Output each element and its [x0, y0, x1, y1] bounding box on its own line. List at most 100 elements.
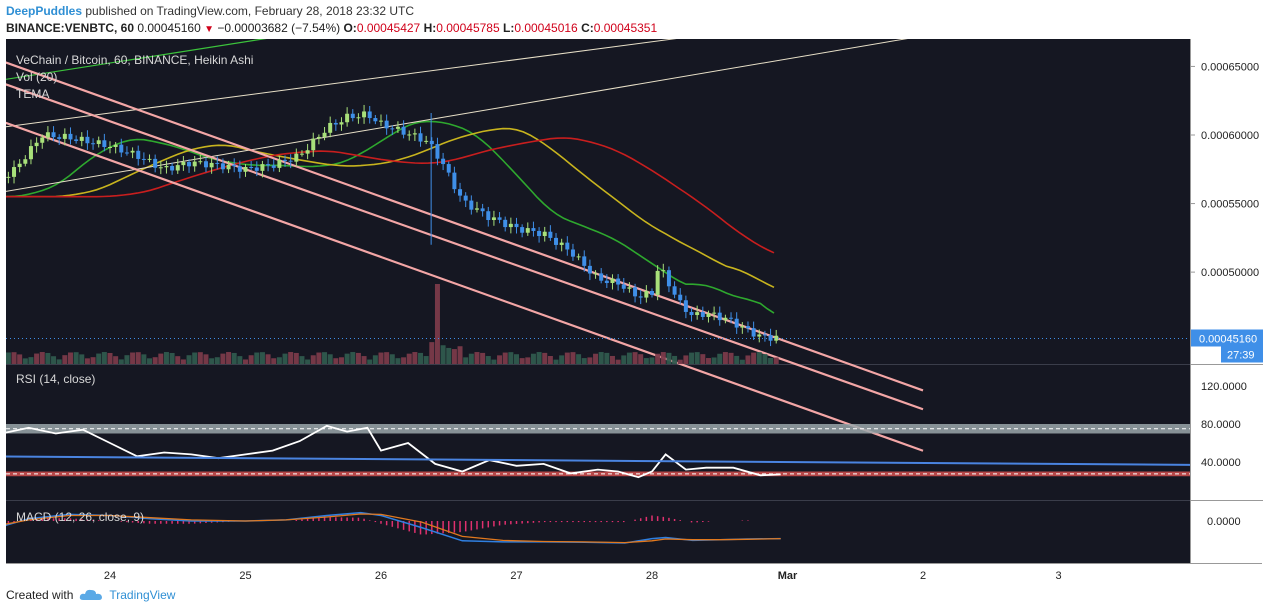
candle-body — [181, 161, 186, 166]
candle-body — [203, 161, 208, 168]
candle-body — [51, 132, 56, 138]
vol-label: Vol (20) — [16, 70, 58, 84]
candle-body — [633, 287, 638, 297]
candle-body — [153, 158, 158, 168]
candle-body — [350, 113, 355, 119]
chart-area[interactable]: VeChain / Bitcoin, 60, BINANCE, Heikin A… — [0, 0, 1259, 563]
author-link[interactable]: DeepPuddles — [6, 4, 83, 18]
candle-body — [356, 117, 361, 119]
volume-bar — [672, 355, 678, 364]
candle-body — [96, 140, 101, 144]
volume-bar — [237, 356, 243, 364]
volume-bar — [355, 352, 361, 364]
candle-body — [582, 256, 587, 266]
candle-body — [79, 136, 84, 141]
candle-body — [85, 136, 90, 144]
volume-bar — [762, 354, 768, 364]
volume-bar — [197, 352, 203, 364]
volume-bar — [147, 358, 153, 364]
volume-bar — [756, 352, 762, 364]
candle-body — [565, 242, 570, 250]
volume-bar — [67, 352, 73, 364]
volume-bar — [451, 349, 457, 364]
main-title: VeChain / Bitcoin, 60, BINANCE, Heikin A… — [16, 53, 254, 67]
candle-body — [542, 231, 547, 237]
candle-body — [407, 134, 412, 136]
close-value: 0.00045351 — [593, 21, 658, 35]
candle-body — [147, 158, 152, 160]
volume-bar — [17, 354, 23, 364]
candle-body — [412, 133, 417, 135]
macd-label: MACD (12, 26, close, 9) — [16, 510, 145, 524]
time-axis[interactable]: 24 25 26 27 28 Mar 2 3 — [6, 563, 1262, 586]
price-tick-label: 0.00060000 — [1201, 130, 1259, 142]
candle-body — [226, 164, 231, 170]
volume-bar — [101, 352, 107, 364]
volume-bar — [254, 352, 260, 364]
volume-bar — [497, 355, 503, 364]
candle-body — [175, 165, 180, 171]
candle-body — [254, 167, 259, 171]
volume-bar — [209, 358, 215, 364]
candle-body — [62, 133, 67, 139]
candle-body — [74, 139, 79, 141]
volume-bar — [463, 357, 469, 364]
candle-body — [717, 312, 722, 321]
ma-yellow-line — [0, 127, 775, 289]
volume-bar — [192, 352, 198, 364]
countdown-badge — [1221, 346, 1263, 363]
candle-body — [198, 161, 203, 163]
volume-bar — [734, 355, 740, 364]
candle-body — [260, 164, 265, 171]
candle-body — [650, 291, 654, 295]
volume-bar — [649, 357, 655, 364]
candle-body — [435, 144, 440, 159]
candle-body — [187, 161, 192, 167]
volume-bar — [293, 352, 299, 364]
ma-green-line — [0, 120, 775, 314]
volume-bar — [62, 355, 68, 364]
candle-body — [508, 223, 513, 228]
published-text: published on TradingView.com, February 2… — [85, 4, 415, 18]
rsi-line — [0, 424, 781, 479]
candle-body — [520, 227, 525, 233]
candle-body — [644, 291, 649, 298]
candle-body — [491, 217, 496, 221]
candle-body — [339, 122, 344, 125]
chart-canvas[interactable] — [0, 0, 1259, 563]
candle-body — [570, 249, 575, 257]
candle-body — [384, 120, 389, 129]
price-scale[interactable]: 0.00065000 0.00060000 0.00055000 0.00050000… — [1190, 39, 1263, 563]
low-value: 0.00045016 — [514, 21, 578, 35]
time-tick-label: 24 — [104, 570, 116, 582]
candle-body — [723, 317, 728, 321]
price-tick-label: 0.00065000 — [1201, 61, 1259, 73]
tradingview-link[interactable]: TradingView — [109, 588, 176, 602]
volume-bar — [310, 355, 316, 364]
candle-body — [554, 237, 559, 245]
volume-bar — [389, 354, 395, 364]
candle-body — [683, 300, 688, 312]
candle-body — [401, 126, 406, 135]
volume-bar — [717, 353, 723, 364]
volume-bar — [694, 352, 700, 364]
volume-bar — [570, 352, 576, 364]
volume-bar — [220, 353, 226, 364]
volume-bar — [372, 355, 378, 364]
candle-body — [395, 126, 400, 129]
volume-bar — [169, 352, 175, 364]
volume-bar — [226, 352, 232, 364]
candle-body — [299, 153, 304, 155]
ma-red-line — [0, 137, 775, 254]
volume-bar — [581, 358, 587, 364]
volume-bar — [350, 352, 356, 364]
volume-bar — [480, 352, 486, 364]
volume-bar — [491, 359, 497, 364]
candle-body — [514, 223, 519, 228]
price-tick-label: 0.00055000 — [1201, 199, 1259, 211]
volume-bar — [530, 353, 536, 364]
volume-bar — [22, 358, 28, 364]
volume-bar — [632, 352, 638, 364]
volume-bar — [514, 354, 519, 364]
volume-bar — [305, 359, 311, 364]
